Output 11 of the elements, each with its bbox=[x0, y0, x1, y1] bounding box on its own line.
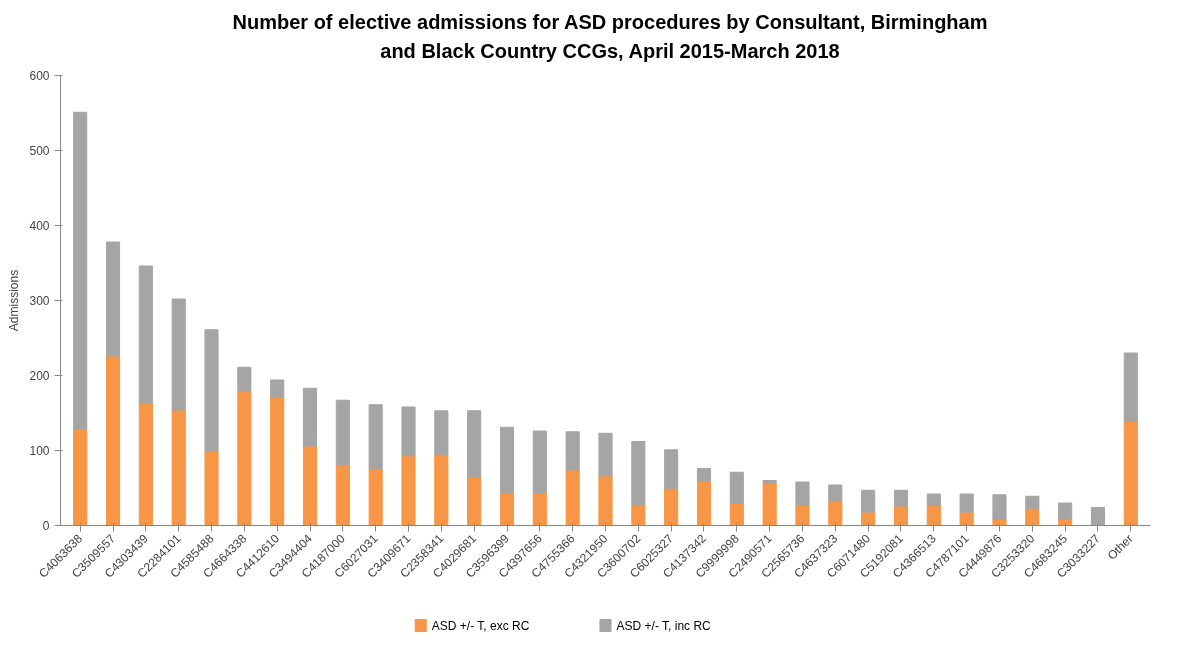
y-tick-label: 300 bbox=[29, 294, 50, 309]
legend-label: ASD +/- T, exc RC bbox=[431, 618, 530, 633]
y-tick-label: 0 bbox=[42, 519, 50, 534]
legend-label: ASD +/- T, inc RC bbox=[616, 618, 712, 633]
y-tick-label: 500 bbox=[29, 144, 50, 159]
y-tick-label: 600 bbox=[29, 69, 50, 84]
chart-title: Number of elective admissions for ASD procedures by Consultant, Birmingham and Black Country CCGs, April 2015-March 2018 bbox=[231, 10, 989, 64]
y-tick-label: 200 bbox=[29, 369, 50, 384]
y-tick-label: 100 bbox=[29, 444, 50, 459]
y-axis-title: Admissions bbox=[7, 269, 22, 332]
y-tick-label: 400 bbox=[29, 219, 50, 234]
